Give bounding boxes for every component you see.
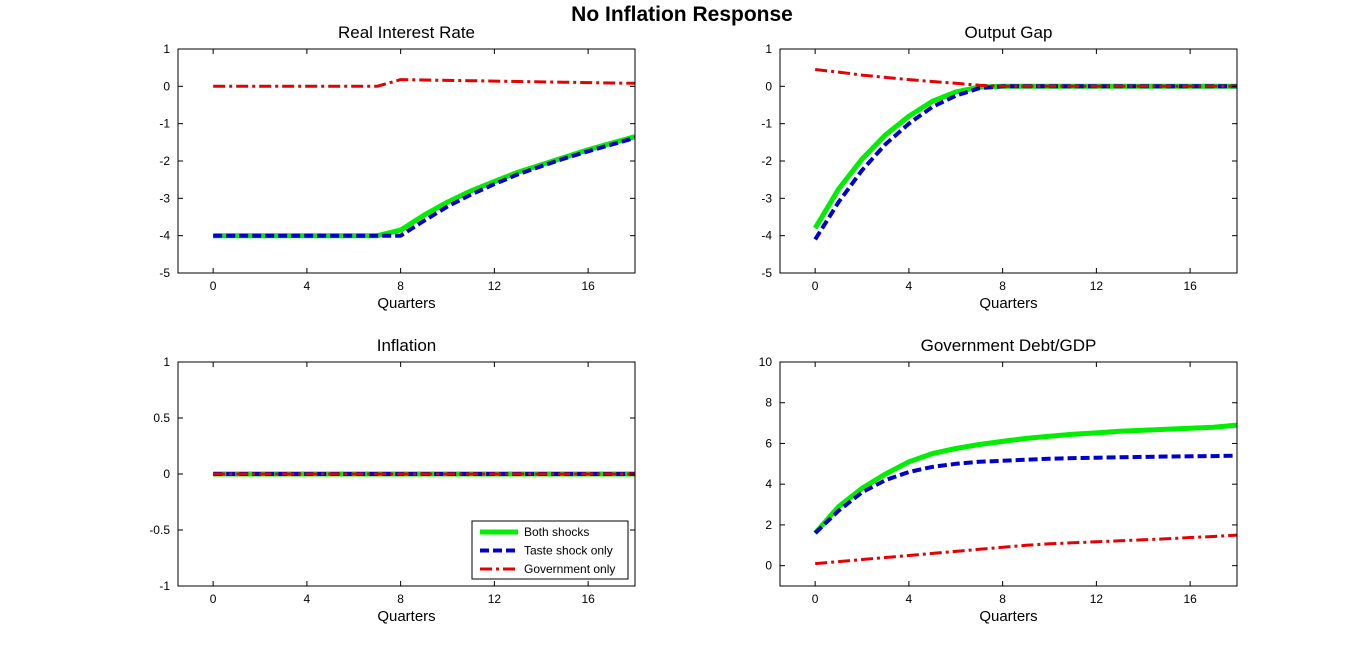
x-tick-label: 16 [1183, 279, 1197, 293]
x-tick-label: 16 [1183, 592, 1197, 606]
y-tick-label: 1 [163, 42, 170, 56]
y-tick-label: -1 [159, 117, 170, 131]
y-tick-label: -3 [159, 191, 170, 205]
x-tick-label: 12 [488, 279, 502, 293]
x-axis-label: Quarters [377, 295, 435, 312]
subplot-title: Inflation [377, 336, 437, 355]
series-line-government [213, 78, 636, 88]
series-line-government [815, 68, 1237, 88]
y-tick-label: 10 [759, 355, 773, 369]
series-line-taste [813, 453, 1238, 535]
x-axis-label: Quarters [377, 608, 435, 625]
y-tick-label: 0 [163, 79, 170, 93]
y-tick-label: 0 [765, 79, 772, 93]
x-tick-label: 8 [999, 279, 1006, 293]
x-tick-label: 12 [488, 592, 502, 606]
x-tick-label: 0 [812, 592, 819, 606]
axes-box [779, 361, 1238, 587]
series-line-government [815, 533, 1238, 566]
y-tick-label: -2 [761, 154, 772, 168]
y-tick-label: 0 [163, 467, 170, 481]
x-axis-label: Quarters [979, 295, 1037, 312]
x-tick-label: 4 [304, 592, 311, 606]
subplot-2: 0 4 8 12 16 -5 -4 -3 -2 -1 0 1 Output Gap Quarters [761, 23, 1238, 312]
series-line-both [813, 422, 1238, 535]
y-tick-label: 2 [765, 518, 772, 532]
x-tick-label: 16 [581, 592, 595, 606]
y-tick-label: -2 [159, 154, 170, 168]
x-tick-label: 8 [999, 592, 1006, 606]
y-tick-label: 0 [765, 559, 772, 573]
x-tick-label: 4 [906, 592, 913, 606]
y-tick-label: 4 [765, 477, 772, 491]
plot-area [780, 49, 1237, 273]
subplot-title: Government Debt/GDP [921, 336, 1097, 355]
y-tick-label: 8 [765, 396, 772, 410]
y-tick-label: -5 [761, 266, 772, 280]
y-tick-label: -1 [761, 117, 772, 131]
x-tick-label: 0 [210, 279, 217, 293]
x-tick-label: 12 [1090, 592, 1104, 606]
x-axis-label: Quarters [979, 608, 1037, 625]
series-line-taste [213, 135, 636, 238]
y-tick-label: 0.5 [153, 411, 170, 425]
y-tick-label: 1 [765, 42, 772, 56]
legend: Both shocks Taste shock only Government on… [471, 520, 629, 580]
x-tick-label: 0 [210, 592, 217, 606]
x-tick-label: 4 [304, 279, 311, 293]
y-tick-label: 1 [163, 355, 170, 369]
x-tick-label: 0 [812, 279, 819, 293]
legend-label-both: Both shocks [524, 525, 589, 539]
y-tick-label: -3 [761, 191, 772, 205]
legend-label-taste: Taste shock only [524, 544, 613, 558]
subplot-4: 0 4 8 12 16 0 2 4 6 8 10 Government Debt/GDP Quarter… [759, 336, 1238, 625]
subplot-title: Real Interest Rate [338, 23, 475, 42]
subplot-1: 0 4 8 12 16 -5 -4 -3 -2 -1 0 1 Real Interest Rate Qua… [159, 23, 636, 312]
subplot-3: 0 4 8 12 16 -1 -0.5 0 0.5 1 Inflation Quarters [149, 336, 636, 625]
y-tick-label: -5 [159, 266, 170, 280]
x-tick-label: 12 [1090, 279, 1104, 293]
x-tick-label: 16 [581, 279, 595, 293]
legend-label-government: Government only [524, 562, 615, 576]
x-tick-label: 4 [906, 279, 913, 293]
y-tick-label: -0.5 [149, 523, 170, 537]
y-tick-label: -1 [159, 579, 170, 593]
y-tick-label: -4 [159, 229, 170, 243]
y-tick-label: -4 [761, 229, 772, 243]
x-tick-label: 8 [397, 279, 404, 293]
y-tick-label: 6 [765, 436, 772, 450]
plot-area [780, 362, 1237, 586]
figure-title: No Inflation Response [571, 3, 793, 26]
subplot-title: Output Gap [965, 23, 1053, 42]
x-tick-label: 8 [397, 592, 404, 606]
